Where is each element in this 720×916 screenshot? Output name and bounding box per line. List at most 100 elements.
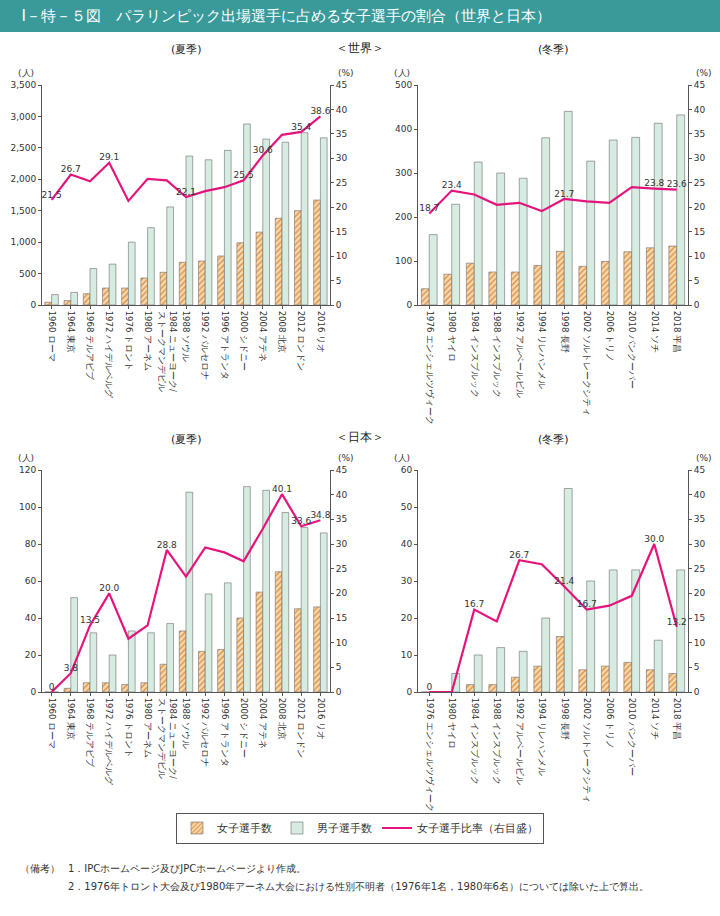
svg-text:40: 40 — [401, 539, 413, 549]
svg-text:0: 0 — [406, 687, 412, 697]
svg-text:3,000: 3,000 — [10, 112, 36, 122]
svg-text:20: 20 — [336, 588, 348, 598]
svg-text:2．1976年トロント大会及び1980年アーネム大会における: 2．1976年トロント大会及び1980年アーネム大会における性別不明者（1976… — [68, 881, 649, 892]
svg-text:120: 120 — [19, 465, 36, 475]
svg-text:(夏季): (夏季) — [171, 433, 202, 446]
svg-text:2010 バンクーバー: 2010 バンクーバー — [627, 311, 637, 389]
svg-text:1968 テルアビブ: 1968 テルアビブ — [85, 698, 95, 768]
svg-text:男子選手数: 男子選手数 — [317, 822, 372, 835]
svg-text:2000 シドニー: 2000 シドニー — [239, 698, 249, 758]
svg-text:1980 ヤイロ: 1980 ヤイロ — [447, 698, 457, 749]
svg-text:(%): (%) — [696, 453, 712, 463]
svg-text:1984 インスブルック: 1984 インスブルック — [469, 311, 479, 398]
svg-text:20: 20 — [694, 202, 706, 212]
svg-text:1992 アルベールビル: 1992 アルベールビル — [514, 698, 524, 785]
svg-text:25: 25 — [694, 564, 705, 574]
svg-text:35: 35 — [694, 514, 705, 524]
svg-text:20.0: 20.0 — [99, 583, 119, 593]
svg-text:23.6: 23.6 — [667, 179, 687, 189]
svg-text:2014 ソチ: 2014 ソチ — [649, 311, 659, 353]
svg-text:1976 エンシェルツヴィーク: 1976 エンシェルツヴィーク — [424, 311, 434, 425]
svg-text:5: 5 — [336, 276, 342, 286]
svg-text:25: 25 — [336, 178, 347, 188]
svg-text:1996 アトランタ: 1996 アトランタ — [220, 698, 230, 767]
svg-text:1．IPCホームページ及びJPCホームページより作成。: 1．IPCホームページ及びJPCホームページより作成。 — [68, 863, 306, 874]
svg-text:60: 60 — [25, 576, 37, 586]
svg-text:2004 アテネ: 2004 アテネ — [258, 698, 268, 749]
svg-text:1968 テルアビブ: 1968 テルアビブ — [85, 311, 95, 381]
svg-text:(%): (%) — [338, 453, 354, 463]
svg-text:1984 インスブルック: 1984 インスブルック — [469, 698, 479, 785]
svg-text:26.7: 26.7 — [509, 550, 529, 560]
svg-text:0: 0 — [694, 687, 700, 697]
svg-text:13.2: 13.2 — [667, 617, 687, 627]
svg-text:33.6: 33.6 — [291, 516, 311, 526]
svg-text:1972 ハイデルベルグ: 1972 ハイデルベルグ — [104, 698, 114, 786]
svg-text:30.0: 30.0 — [644, 534, 664, 544]
svg-text:20: 20 — [25, 650, 37, 660]
svg-text:1980 ヤイロ: 1980 ヤイロ — [447, 311, 457, 362]
svg-text:2018 平昌: 2018 平昌 — [672, 311, 682, 353]
svg-text:10: 10 — [336, 638, 348, 648]
svg-text:(夏季): (夏季) — [171, 43, 202, 56]
svg-text:3,500: 3,500 — [10, 80, 36, 90]
svg-text:2004 アテネ: 2004 アテネ — [258, 311, 268, 362]
svg-text:40: 40 — [25, 613, 37, 623]
svg-text:(%): (%) — [696, 68, 712, 78]
svg-text:1992 バルセロナ: 1992 バルセロナ — [200, 698, 210, 767]
svg-text:40.1: 40.1 — [272, 484, 292, 494]
svg-text:21.5: 21.5 — [42, 190, 62, 200]
svg-text:1964 東京: 1964 東京 — [66, 698, 76, 740]
svg-text:30: 30 — [336, 539, 348, 549]
svg-text:35: 35 — [336, 129, 347, 139]
svg-text:2008 北京: 2008 北京 — [277, 311, 287, 353]
svg-text:25: 25 — [336, 564, 347, 574]
svg-text:1988 インスブルック: 1988 インスブルック — [492, 311, 502, 398]
svg-text:26.7: 26.7 — [61, 164, 81, 174]
svg-text:5: 5 — [694, 276, 700, 286]
svg-text:2014 ソチ: 2014 ソチ — [649, 698, 659, 740]
svg-text:1,000: 1,000 — [10, 237, 36, 247]
svg-text:300: 300 — [395, 168, 412, 178]
svg-text:0: 0 — [336, 300, 342, 310]
svg-text:2,500: 2,500 — [10, 143, 36, 153]
svg-text:＜世界＞: ＜世界＞ — [336, 41, 384, 55]
svg-text:18.7: 18.7 — [419, 203, 439, 213]
svg-text:80: 80 — [25, 539, 37, 549]
svg-text:10: 10 — [336, 251, 348, 261]
svg-text:2012 ロンドン: 2012 ロンドン — [296, 311, 306, 371]
svg-text:3.8: 3.8 — [64, 663, 79, 673]
svg-text:25: 25 — [694, 178, 705, 188]
svg-text:Ⅰ－特－５図 パラリンピック出場選手に占める女子選手の割合（: Ⅰ－特－５図 パラリンピック出場選手に占める女子選手の割合（世界と日本） — [22, 7, 551, 25]
svg-text:1988 ソウル: 1988 ソウル — [181, 698, 191, 749]
svg-text:2018 平昌: 2018 平昌 — [672, 698, 682, 740]
svg-text:21.4: 21.4 — [554, 576, 574, 586]
svg-text:400: 400 — [395, 124, 412, 134]
svg-text:50: 50 — [401, 502, 413, 512]
svg-text:30.6: 30.6 — [253, 145, 273, 155]
svg-text:1960 ローマ: 1960 ローマ — [47, 311, 57, 362]
svg-text:1998 長野: 1998 長野 — [559, 311, 569, 353]
svg-text:女子選手数: 女子選手数 — [217, 822, 272, 835]
svg-text:2000 シドニー: 2000 シドニー — [239, 311, 249, 371]
svg-text:(冬季): (冬季) — [538, 43, 569, 56]
svg-text:500: 500 — [395, 80, 412, 90]
svg-text:500: 500 — [19, 269, 36, 279]
svg-text:35.4: 35.4 — [291, 122, 311, 132]
svg-text:2,000: 2,000 — [10, 174, 36, 184]
svg-text:2016 リオ: 2016 リオ — [316, 311, 326, 353]
svg-text:2002 ソルトレークシティ: 2002 ソルトレークシティ — [582, 698, 592, 803]
svg-text:1994 リレハンメル: 1994 リレハンメル — [537, 698, 547, 776]
svg-text:(人): (人) — [394, 68, 410, 78]
svg-text:23.8: 23.8 — [644, 178, 664, 188]
svg-text:1,500: 1,500 — [10, 206, 36, 216]
svg-text:60: 60 — [401, 465, 413, 475]
svg-text:35: 35 — [694, 129, 705, 139]
svg-text:10: 10 — [401, 650, 413, 660]
svg-text:（備考）: （備考） — [20, 863, 60, 874]
svg-text:22.1: 22.1 — [176, 187, 196, 197]
svg-text:35: 35 — [336, 514, 347, 524]
svg-text:1994 リレハンメル: 1994 リレハンメル — [537, 311, 547, 389]
svg-text:1976 トロント: 1976 トロント — [124, 311, 134, 371]
svg-text:1984 ニューヨーク/ストークマンデビル: 1984 ニューヨーク/ストークマンデビル — [157, 311, 178, 392]
